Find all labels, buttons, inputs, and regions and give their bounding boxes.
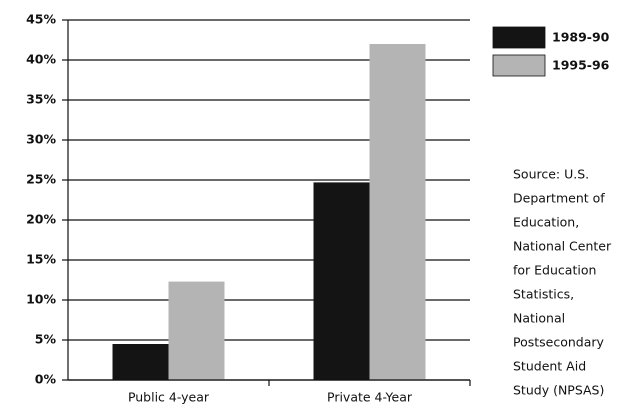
bar bbox=[112, 344, 169, 380]
source-note: Student Aid bbox=[513, 359, 586, 374]
y-tick-label: 40% bbox=[26, 52, 56, 67]
bar bbox=[168, 281, 225, 380]
x-tick-label: Public 4-year bbox=[128, 390, 210, 405]
source-note: Source: U.S. bbox=[513, 167, 589, 182]
y-tick-label: 20% bbox=[26, 212, 56, 227]
x-tick-label: Private 4-Year bbox=[327, 390, 413, 405]
bar bbox=[313, 182, 370, 380]
legend-swatch bbox=[492, 26, 546, 49]
y-tick-label: 10% bbox=[26, 292, 56, 307]
legend-label: 1989-90 bbox=[552, 30, 610, 45]
source-note: Study (NPSAS) bbox=[513, 383, 604, 398]
source-note: Postsecondary bbox=[513, 335, 605, 350]
source-note: National bbox=[513, 311, 565, 326]
y-tick-label: 25% bbox=[26, 172, 56, 187]
source-note: National Center bbox=[513, 239, 612, 254]
source-note: for Education bbox=[513, 263, 596, 278]
legend-swatch bbox=[492, 54, 546, 77]
y-tick-label: 30% bbox=[26, 132, 56, 147]
source-note: Education, bbox=[513, 215, 579, 230]
legend-label: 1995-96 bbox=[552, 58, 610, 73]
y-tick-label: 35% bbox=[26, 92, 56, 107]
y-tick-label: 15% bbox=[26, 252, 56, 267]
source-note: Department of bbox=[513, 191, 605, 206]
source-note: 1990 and 1996 bbox=[513, 407, 608, 409]
y-tick-label: 0% bbox=[35, 372, 57, 387]
y-tick-label: 5% bbox=[35, 332, 57, 347]
bar bbox=[369, 44, 426, 380]
y-tick-label: 45% bbox=[26, 12, 56, 27]
source-note: Statistics, bbox=[513, 287, 574, 302]
